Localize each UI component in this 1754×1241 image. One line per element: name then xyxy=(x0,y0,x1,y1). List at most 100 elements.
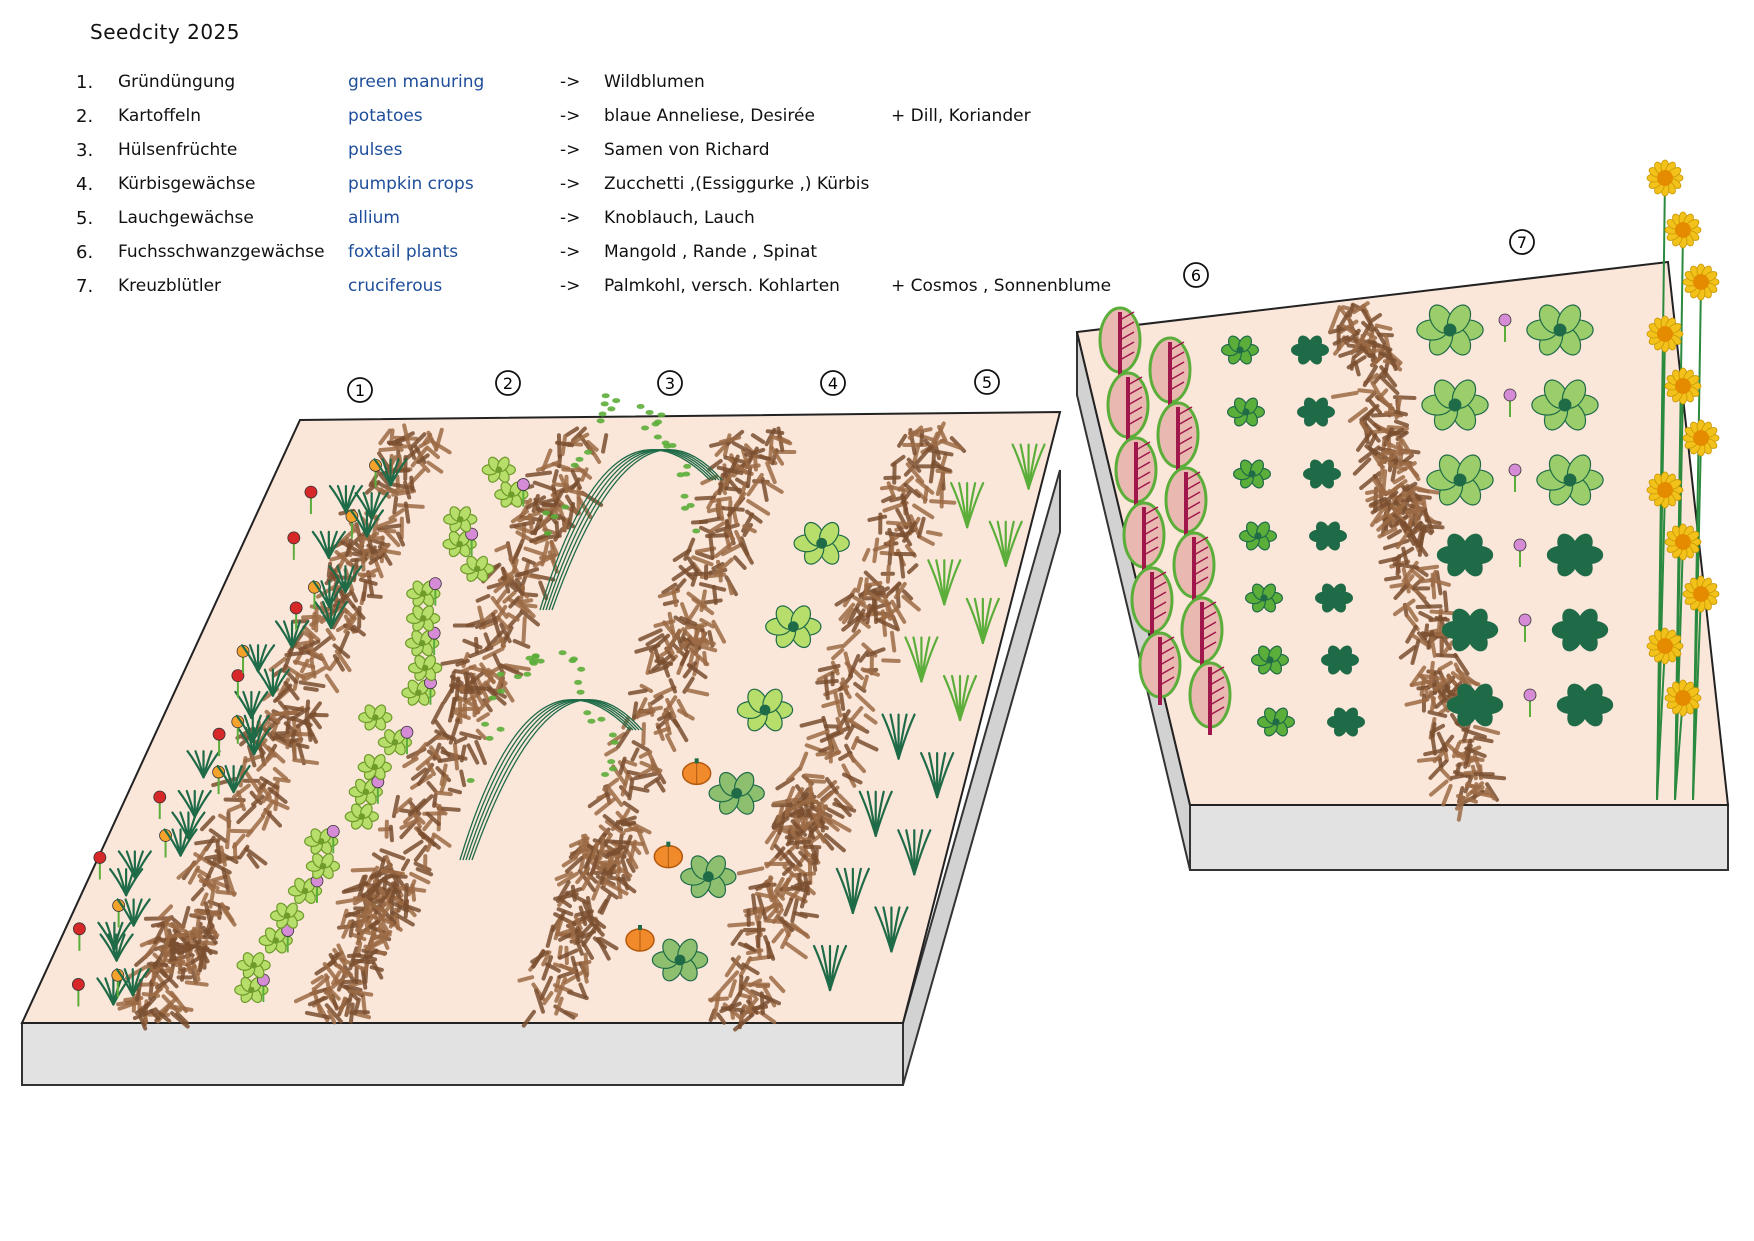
leafy-plant xyxy=(1233,459,1271,489)
legend-number: 4. xyxy=(76,174,94,195)
legend-number: 5. xyxy=(76,208,94,229)
potato-flower xyxy=(516,478,530,507)
legend-number: 1. xyxy=(76,72,94,93)
legend-crops: Zucchetti ,(Essiggurke ,) Kürbis xyxy=(604,174,870,194)
grass-plant xyxy=(874,906,909,953)
legend-english-name: green manuring xyxy=(348,72,485,92)
grass-plant xyxy=(311,530,346,559)
legend-arrow: -> xyxy=(560,208,581,228)
legend-german-name: Fuchsschwanzgewächse xyxy=(118,242,325,262)
chard-plant xyxy=(1180,596,1224,670)
legend-number: 2. xyxy=(76,106,94,127)
leafy-plant xyxy=(1309,521,1347,551)
chard-plant xyxy=(1138,631,1182,705)
leafy-plant xyxy=(1436,533,1494,577)
svg-text:4: 4 xyxy=(828,374,838,393)
legend-crops: Wildblumen xyxy=(604,72,705,92)
grass-plant xyxy=(897,829,932,876)
legend-german-name: Gründüngung xyxy=(118,72,236,92)
leafy-plant xyxy=(1531,379,1599,431)
legend-german-name: Kürbisgewächse xyxy=(118,174,256,194)
legend-english-name: pulses xyxy=(348,140,403,160)
sunflower xyxy=(1646,159,1684,197)
grass-plant xyxy=(314,600,349,630)
grass-plant xyxy=(965,597,1000,644)
leafy-plant xyxy=(408,654,443,682)
svg-text:5: 5 xyxy=(982,373,992,392)
sunflower xyxy=(1664,367,1702,405)
leafy-plant xyxy=(443,506,478,533)
bed-number-3: 3 xyxy=(657,370,683,396)
right-bed xyxy=(1075,159,1730,871)
leafy-plant xyxy=(460,555,495,582)
bed-number-7: 7 xyxy=(1509,229,1535,255)
left-bed-base xyxy=(21,1022,904,1086)
svg-text:3: 3 xyxy=(665,374,675,393)
legend-row: 7. Kreuzblütler cruciferous -> Palmkohl,… xyxy=(76,276,1116,310)
svg-text:1: 1 xyxy=(355,381,365,400)
legend-row: 3. Hülsenfrüchte pulses -> Samen von Ric… xyxy=(76,140,1116,174)
grass-plant xyxy=(109,868,144,897)
grass-plant xyxy=(234,690,269,720)
legend-row: 2. Kartoffeln potatoes -> blaue Annelies… xyxy=(76,106,1116,140)
grass-plant xyxy=(177,789,212,819)
poppy-flower xyxy=(71,978,85,1007)
leafy-plant xyxy=(236,952,271,979)
legend-arrow: -> xyxy=(560,174,581,194)
leafy-plant xyxy=(358,704,393,731)
leafy-plant xyxy=(1426,454,1494,506)
legend-crops: Mangold , Rande , Spinat xyxy=(604,242,818,262)
pumpkin xyxy=(653,841,684,869)
legend-crops: Samen von Richard xyxy=(604,140,770,160)
leafy-plant xyxy=(377,729,413,756)
leafy-plant xyxy=(405,605,441,632)
grass-plant xyxy=(255,668,290,697)
leafy-plant xyxy=(793,521,850,565)
legend-row: 1. Gründüngung green manuring -> Wildblu… xyxy=(76,72,1116,106)
chard-plant xyxy=(1114,436,1158,510)
leafy-plant xyxy=(1239,521,1277,551)
legend-german-name: Kreuzblütler xyxy=(118,276,222,296)
legend-english-name: foxtail plants xyxy=(348,242,459,262)
sunflower xyxy=(1646,471,1684,509)
potato-flower xyxy=(400,725,414,755)
left-bed xyxy=(20,393,1062,1086)
legend-arrow: -> xyxy=(560,140,581,160)
grass-plant xyxy=(117,850,152,879)
legend-english-name: cruciferous xyxy=(348,276,443,296)
svg-text:2: 2 xyxy=(503,374,513,393)
grass-plant xyxy=(216,764,251,794)
grass-plant xyxy=(97,921,132,950)
grass-plant xyxy=(240,644,276,673)
poppy-flower xyxy=(289,601,303,630)
leafy-plant xyxy=(269,902,305,929)
svg-text:6: 6 xyxy=(1191,266,1201,285)
right-bed-plants xyxy=(1098,159,1720,822)
legend-row: 4. Kürbisgewächse pumpkin crops -> Zucch… xyxy=(76,174,1116,208)
chard-plant xyxy=(1148,336,1192,410)
legend: 1. Gründüngung green manuring -> Wildblu… xyxy=(76,72,1116,310)
legend-german-name: Lauchgewächse xyxy=(118,208,254,228)
leafy-plant xyxy=(1416,304,1484,356)
legend-row: 5. Lauchgewächse allium -> Knoblauch, La… xyxy=(76,208,1116,242)
grass-plant xyxy=(235,714,270,743)
grass-plant xyxy=(349,509,385,538)
leafy-plant xyxy=(442,531,477,558)
marigold-flower xyxy=(212,765,226,795)
leafy-plant xyxy=(1251,645,1289,675)
legend-number: 7. xyxy=(76,276,94,297)
leafy-plant xyxy=(406,580,441,607)
grass-plant xyxy=(835,867,870,914)
svg-text:7: 7 xyxy=(1517,233,1527,252)
bed-number-1: 1 xyxy=(347,377,373,403)
left-bed-base-side xyxy=(902,469,1061,1086)
marigold-flower xyxy=(308,580,321,610)
grass-plant xyxy=(988,520,1023,567)
leafy-plant xyxy=(1291,335,1329,365)
leafy-plant xyxy=(736,688,794,732)
legend-arrow: -> xyxy=(560,106,581,126)
grass-plant xyxy=(927,559,962,606)
sunflower xyxy=(1664,211,1702,249)
legend-crops: Knoblauch, Lauch xyxy=(604,208,755,228)
leafy-plant xyxy=(481,456,516,483)
